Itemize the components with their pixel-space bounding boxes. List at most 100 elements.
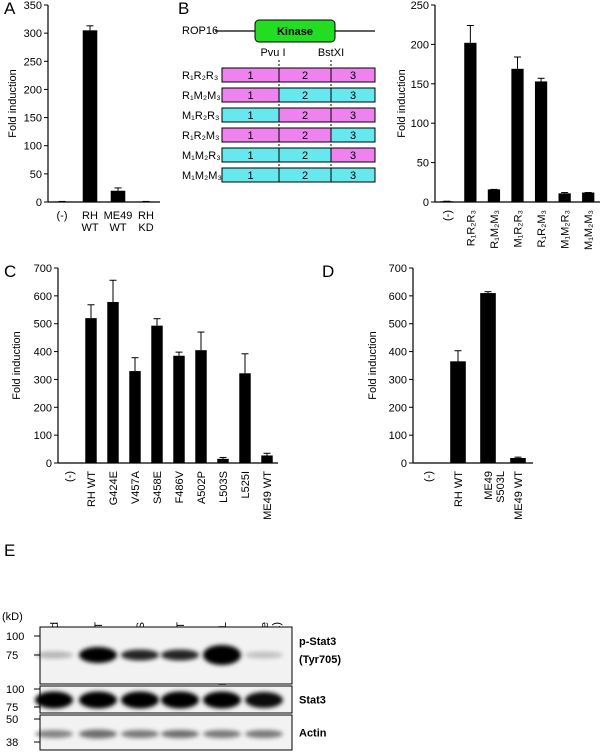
kinase-box — [254, 19, 336, 43]
x-tick-label: V457A — [130, 470, 142, 504]
y-tick-label: 300 — [24, 28, 42, 40]
segment-label: 2 — [302, 150, 308, 162]
panel-letter: B — [178, 0, 189, 18]
bar — [510, 457, 526, 463]
y-axis-label: Fold induction — [7, 69, 19, 138]
panel-letter: C — [4, 262, 16, 281]
kinase-label: Kinase — [277, 26, 313, 38]
y-tick-label: 400 — [389, 347, 407, 359]
x-tick-label: RH WT — [86, 471, 98, 507]
segment-label: 3 — [350, 90, 356, 102]
segment-label: 3 — [350, 70, 356, 82]
y-tick-label: 350 — [24, 0, 42, 12]
band — [79, 691, 117, 709]
y-tick-label: 600 — [389, 291, 407, 303]
segment-label: 1 — [247, 90, 253, 102]
segment-label: 1 — [247, 110, 253, 122]
marker-label: 100 — [6, 684, 24, 696]
row-label: Actin — [299, 728, 327, 740]
x-tick-label: M₁M₂M₃ — [583, 210, 595, 250]
x-tick-label: R₁R₂M₃ — [536, 210, 548, 248]
y-tick-label: 200 — [411, 39, 429, 51]
bar — [480, 293, 496, 463]
segment — [330, 67, 376, 83]
segment-label: 2 — [302, 170, 308, 182]
marker-label: 50 — [6, 714, 18, 726]
y-tick-label: 700 — [389, 263, 407, 275]
x-tick-label: ME49 WT — [104, 210, 133, 234]
segment-label: 2 — [302, 130, 308, 142]
bar — [173, 355, 185, 463]
y-axis-label: Fold induction — [396, 69, 408, 138]
segment-label: 2 — [302, 110, 308, 122]
y-axis-label: Fold induction — [367, 331, 379, 400]
band — [203, 691, 241, 709]
y-tick-label: 700 — [34, 263, 52, 275]
segment — [330, 167, 376, 183]
panel-letter: E — [4, 541, 15, 560]
x-tick-label: (-) — [442, 210, 454, 221]
bar — [534, 81, 548, 202]
y-tick-label: 500 — [389, 319, 407, 331]
band — [161, 649, 199, 661]
segment-label: 1 — [247, 170, 253, 182]
band — [121, 691, 159, 709]
bar — [487, 189, 501, 202]
segment-label: 1 — [247, 150, 253, 162]
band — [35, 730, 73, 738]
segment-label: 3 — [350, 130, 356, 142]
band — [35, 651, 73, 659]
x-tick-label: L525I — [240, 471, 252, 499]
band — [79, 729, 117, 739]
y-tick-label: 150 — [24, 113, 42, 125]
panel-letter: A — [4, 0, 16, 18]
x-tick-label: RH WT — [81, 210, 98, 234]
y-tick-label: 400 — [34, 347, 52, 359]
band — [35, 691, 73, 709]
y-tick-label: 50 — [417, 158, 429, 170]
band — [161, 730, 199, 738]
unit-label: (kD) — [2, 611, 23, 623]
bar — [558, 193, 571, 202]
y-tick-label: 50 — [30, 169, 42, 181]
y-tick-label: 100 — [24, 141, 42, 153]
x-tick-label: R₁R₂R₃ — [465, 210, 477, 246]
band — [245, 730, 283, 738]
band — [161, 691, 199, 709]
x-tick-label: RH WT — [453, 471, 465, 507]
segment — [330, 147, 376, 163]
x-tick-label: M₁M₂R₃ — [560, 210, 572, 249]
x-tick-label: ME49 WT — [262, 471, 274, 520]
y-tick-label: 300 — [34, 374, 52, 386]
y-tick-label: 0 — [36, 197, 42, 209]
y-tick-label: 100 — [411, 118, 429, 130]
gene-label: ROP16 — [182, 25, 218, 37]
bar — [85, 318, 97, 463]
bar — [239, 373, 251, 463]
construct-label: R₁R₂M₃ — [182, 130, 220, 142]
y-tick-label: 500 — [34, 319, 52, 331]
x-tick-label: R₁M₂M₃ — [489, 210, 501, 249]
segment-label: 2 — [302, 90, 308, 102]
x-tick-label: (-) — [423, 471, 435, 482]
bar — [107, 301, 119, 463]
x-tick-label: L503S — [218, 471, 230, 503]
segment-label: 1 — [247, 70, 253, 82]
row-label: (Tyr705) — [299, 654, 341, 666]
segment-label: 3 — [350, 110, 356, 122]
y-tick-label: 150 — [411, 79, 429, 91]
y-tick-label: 250 — [24, 56, 42, 68]
band — [245, 692, 283, 708]
x-tick-label: G424E — [108, 471, 120, 505]
site-label: BstXI — [318, 47, 344, 59]
marker-label: 75 — [6, 650, 18, 662]
construct-label: M₁M₂R₃ — [182, 150, 221, 162]
x-tick-label: F486V — [174, 470, 186, 503]
x-tick-label: ME49S503L — [483, 471, 507, 503]
y-tick-label: 0 — [46, 458, 52, 470]
row-label: p-Stat3 — [299, 636, 336, 648]
segment-label: 3 — [350, 170, 356, 182]
y-tick-label: 200 — [389, 402, 407, 414]
x-tick-label: (-) — [64, 471, 76, 482]
segment-label: 2 — [302, 70, 308, 82]
